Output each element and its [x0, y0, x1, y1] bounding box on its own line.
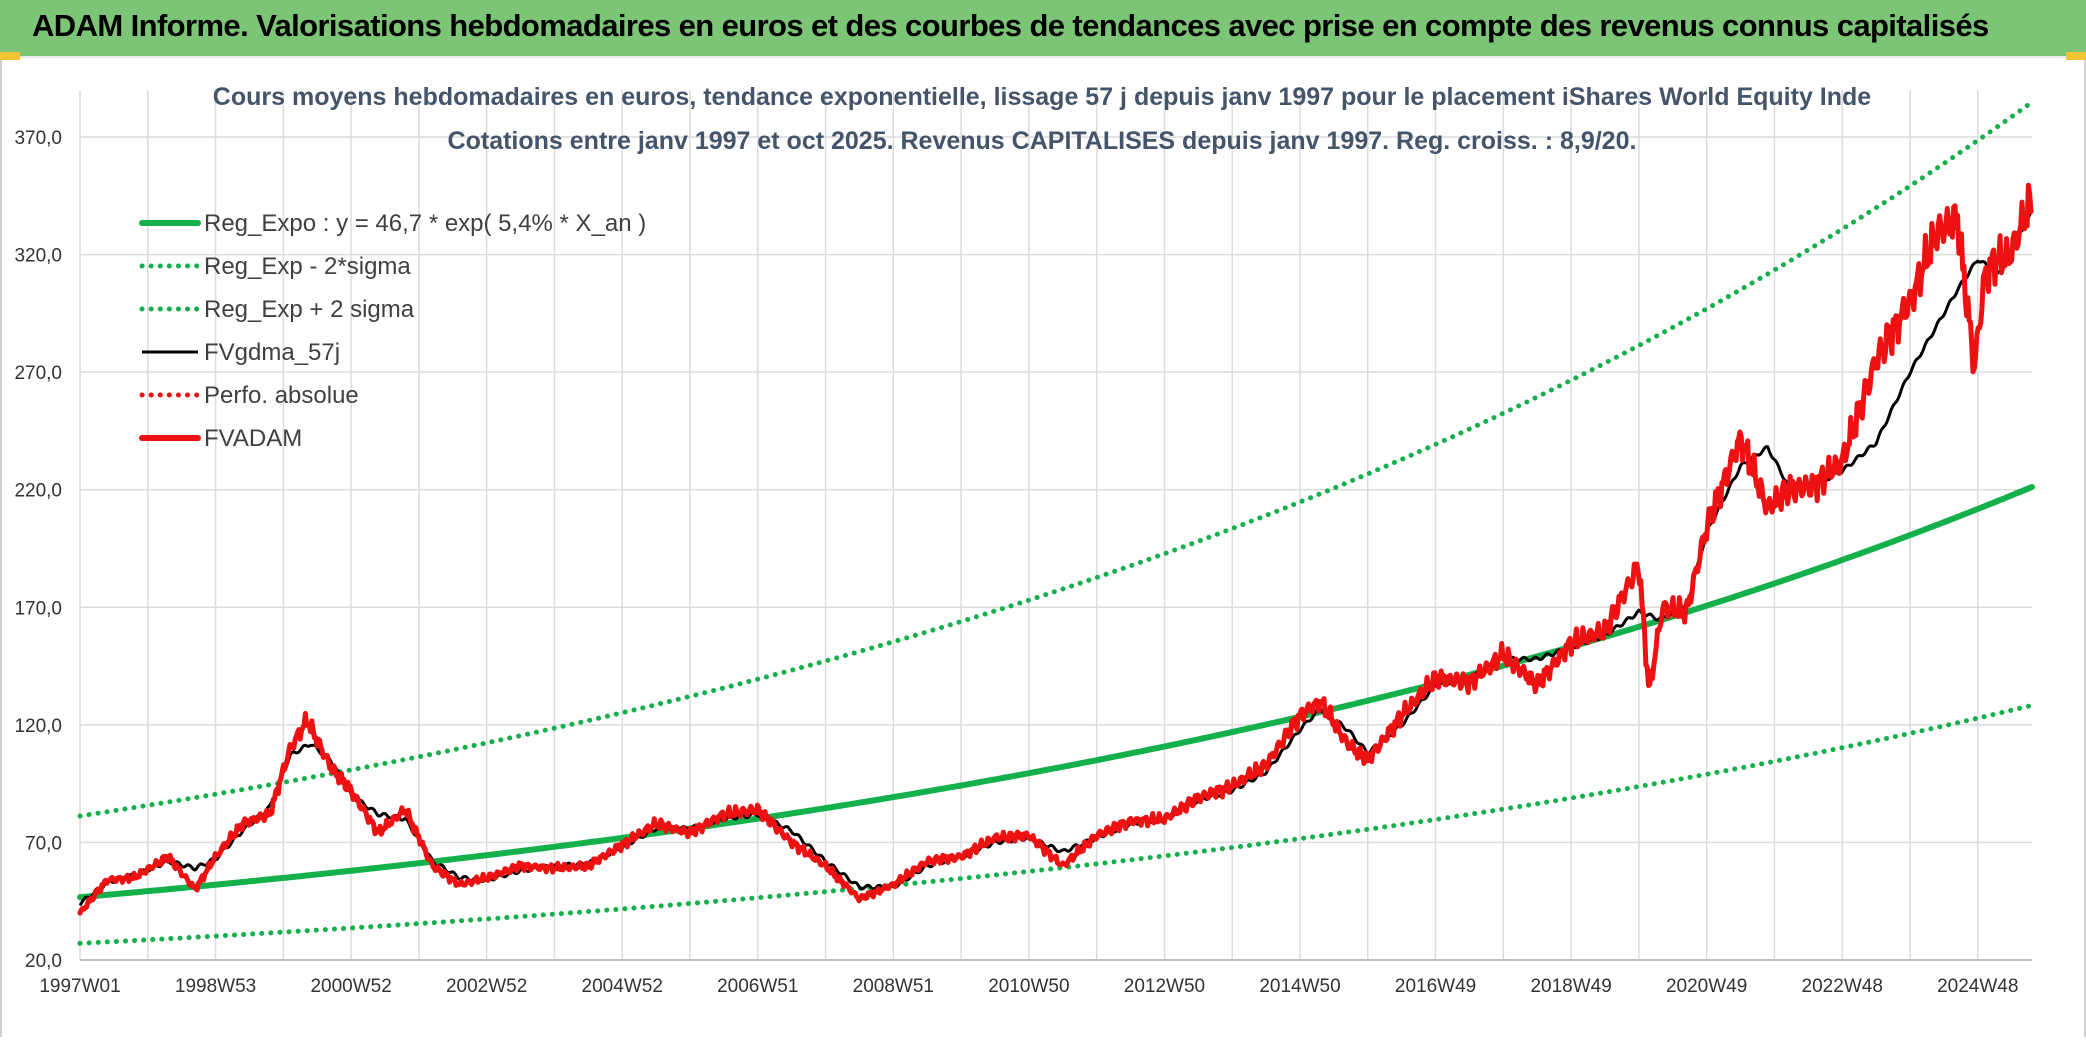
series-line-2: [77, 99, 2035, 819]
legend-label: Reg_Expo : y = 46,7 * exp( 5,4% * X_an ): [204, 210, 646, 237]
legend-label: FVADAM: [204, 425, 302, 452]
legend-label: Reg_Exp - 2*sigma: [204, 253, 411, 280]
y-tick-label: 20,0: [25, 951, 62, 972]
y-tick-label: 270,0: [14, 363, 62, 384]
x-tick-label: 2020W49: [1666, 976, 1747, 997]
y-tick-label: 370,0: [14, 128, 62, 149]
report-title: ADAM Informe. Valorisations hebdomadaire…: [32, 8, 1989, 43]
series-line-5: [77, 182, 2034, 916]
y-tick-label: 220,0: [14, 481, 62, 502]
x-tick-label: 2014W50: [1259, 976, 1340, 997]
series-group: [77, 99, 2035, 946]
legend-label: Perfo. absolue: [204, 382, 359, 409]
corner-marker-left: [0, 52, 20, 60]
series-line-1: [77, 702, 2035, 946]
chart-subtitle: Cotations entre janv 1997 et oct 2025. R…: [448, 127, 1637, 155]
x-tick-label: 2002W52: [446, 976, 527, 997]
x-tick-label: 2010W50: [988, 976, 1069, 997]
legend: Reg_Expo : y = 46,7 * exp( 5,4% * X_an )…: [139, 210, 646, 452]
x-tick-label: 2000W52: [310, 976, 391, 997]
x-tick-label: 2004W52: [582, 976, 663, 997]
y-tick-label: 320,0: [14, 246, 62, 267]
legend-label: FVgdma_57j: [204, 339, 340, 366]
report-banner: ADAM Informe. Valorisations hebdomadaire…: [0, 0, 2086, 58]
x-tick-label: 2024W48: [1937, 976, 2018, 997]
y-tick-label: 170,0: [14, 598, 62, 619]
x-tick-label: 2022W48: [1802, 976, 1883, 997]
line-chart: 20,0 70,0 120,0 170,0 220,0 270,0 320,0 370,0 19…: [14, 83, 2035, 997]
y-tick-label: 70,0: [25, 833, 62, 854]
chart-area: 20,0 70,0 120,0 170,0 220,0 270,0 320,0 370,0 19…: [0, 60, 2086, 1037]
x-tick-label: 2018W49: [1530, 976, 1611, 997]
x-tick-label: 2008W51: [853, 976, 934, 997]
x-tick-label: 1998W53: [175, 976, 256, 997]
chart-title: Cours moyens hebdomadaires en euros, ten…: [213, 83, 1871, 111]
x-tick-label: 2006W51: [717, 976, 798, 997]
legend-label: Reg_Exp + 2 sigma: [204, 296, 415, 323]
grid: [79, 90, 2032, 961]
x-tick-label: 2016W49: [1395, 976, 1476, 997]
axes: 20,0 70,0 120,0 170,0 220,0 270,0 320,0 370,0 19…: [14, 128, 2032, 997]
x-tick-label: 2012W50: [1124, 976, 1205, 997]
corner-marker-right: [2066, 52, 2086, 60]
series-line-0: [77, 484, 2035, 901]
y-tick-label: 120,0: [14, 716, 62, 737]
x-tick-label: 1997W01: [39, 976, 120, 997]
